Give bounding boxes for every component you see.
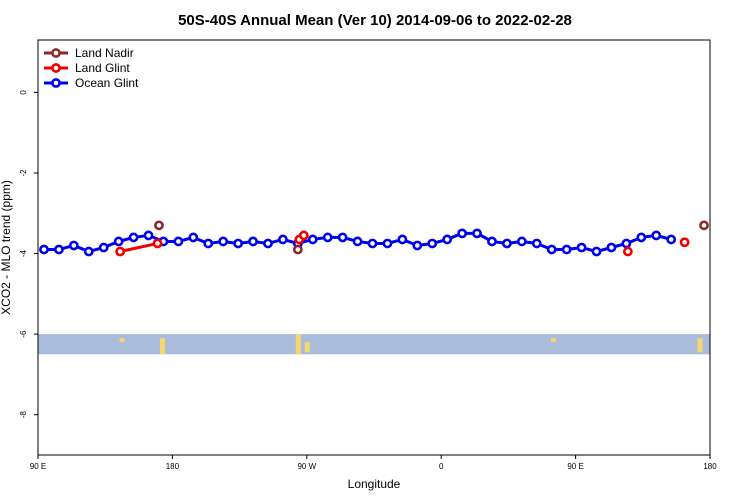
ocean-glint-point (263, 238, 273, 249)
y-axis: 0 -2 -4 -6 -8 (19, 90, 38, 419)
ocean-glint-point (427, 238, 438, 249)
legend-swatch-marker (51, 63, 61, 73)
land-nadir-point (154, 220, 164, 231)
x-tick-label: 90 E (30, 462, 46, 471)
y-tick-label: -8 (19, 411, 28, 419)
x-tick-label: 0 (439, 462, 444, 471)
ocean-glint-point (39, 244, 49, 255)
plot-area-frame (37, 39, 711, 456)
y-axis-label: XCO2 - MLO trend (ppm) (0, 180, 13, 315)
ocean-glint-point (98, 242, 109, 253)
x-tick-label: 180 (166, 462, 180, 471)
ocean-glint-point (278, 234, 288, 245)
ocean-glint-point (188, 232, 199, 243)
ocean-glint-point (472, 228, 482, 239)
land-glint-point (622, 246, 633, 257)
x-tick-label: 90 W (297, 462, 316, 471)
ocean-glint-point (442, 234, 453, 245)
land-nadir-point (292, 244, 303, 255)
series-ocean-glint (39, 228, 677, 257)
land-patch (159, 338, 165, 355)
legend-entry-land-glint: Land Glint (44, 61, 130, 75)
series-land-glint (115, 230, 690, 257)
ocean-glint-point (651, 230, 662, 241)
land-patch (551, 338, 557, 343)
x-tick-label: 180 (703, 462, 717, 471)
ocean-glint-point (606, 242, 617, 253)
legend-entry-land-nadir: Land Nadir (44, 46, 134, 60)
land-patch (119, 338, 125, 343)
ocean-glint-point (502, 238, 512, 249)
land-glint-line (119, 242, 158, 253)
y-tick-label: -6 (19, 330, 28, 338)
land-patch (295, 334, 301, 355)
legend-label: Land Glint (75, 61, 130, 75)
land-glint-point (298, 230, 309, 241)
ocean-glint-point (666, 234, 677, 245)
series-land-nadir (154, 220, 709, 255)
legend-entry-ocean-glint: Ocean Glint (44, 76, 139, 90)
ocean-glint-point (561, 244, 572, 255)
land-nadir-point (699, 220, 709, 231)
chart-title: 50S-40S Annual Mean (Ver 10) 2014-09-06 … (178, 12, 572, 29)
y-tick-label: -4 (19, 249, 28, 257)
ocean-glint-point (143, 230, 154, 241)
land-patch (304, 342, 310, 353)
series-layer (39, 220, 709, 257)
ocean-glint-point (173, 236, 184, 247)
y-tick-label: 0 (19, 90, 28, 95)
ocean-glint-point (337, 232, 348, 243)
x-axis-label: Longitude (348, 477, 401, 491)
legend-label: Land Nadir (75, 46, 134, 60)
ocean-glint-point (487, 236, 497, 247)
legend-label: Ocean Glint (75, 76, 139, 90)
ocean-glint-point (233, 238, 244, 249)
ocean-glint-point (621, 238, 632, 249)
x-axis: 90 E 180 90 W 0 90 E 180 (30, 455, 717, 471)
ocean-glint-point (68, 240, 79, 251)
latitude-band-layer (38, 334, 710, 355)
ocean-glint-point (352, 236, 363, 247)
ocean-glint-point (546, 244, 557, 255)
ocean-glint-point (83, 246, 94, 257)
ocean-glint-point (203, 238, 214, 249)
land-patch (697, 338, 703, 353)
ocean-glint-point (636, 232, 647, 243)
ocean-glint-point (128, 232, 139, 243)
ocean-glint-point (516, 236, 527, 247)
ocean-glint-point (576, 242, 587, 253)
land-glint-point (152, 238, 163, 249)
legend-swatch-marker (51, 48, 61, 58)
latitude-band (38, 334, 710, 355)
ocean-glint-point (322, 232, 333, 243)
land-glint-point (679, 237, 690, 248)
ocean-glint-point (591, 246, 602, 257)
ocean-glint-point (531, 238, 542, 249)
legend-swatch-marker (51, 78, 61, 88)
ocean-glint-point (382, 238, 393, 249)
ocean-glint-point (397, 234, 408, 245)
ocean-glint-point (307, 234, 318, 245)
ocean-glint-point (54, 244, 64, 255)
land-glint-point (115, 246, 126, 257)
ocean-glint-point (218, 236, 229, 247)
y-tick-label: -2 (19, 169, 28, 177)
ocean-glint-point (412, 240, 423, 251)
ocean-glint-point (457, 228, 468, 239)
ocean-glint-point (113, 236, 124, 247)
x-tick-label: 90 E (567, 462, 583, 471)
ocean-glint-point (248, 236, 258, 247)
ocean-glint-point (367, 238, 378, 249)
